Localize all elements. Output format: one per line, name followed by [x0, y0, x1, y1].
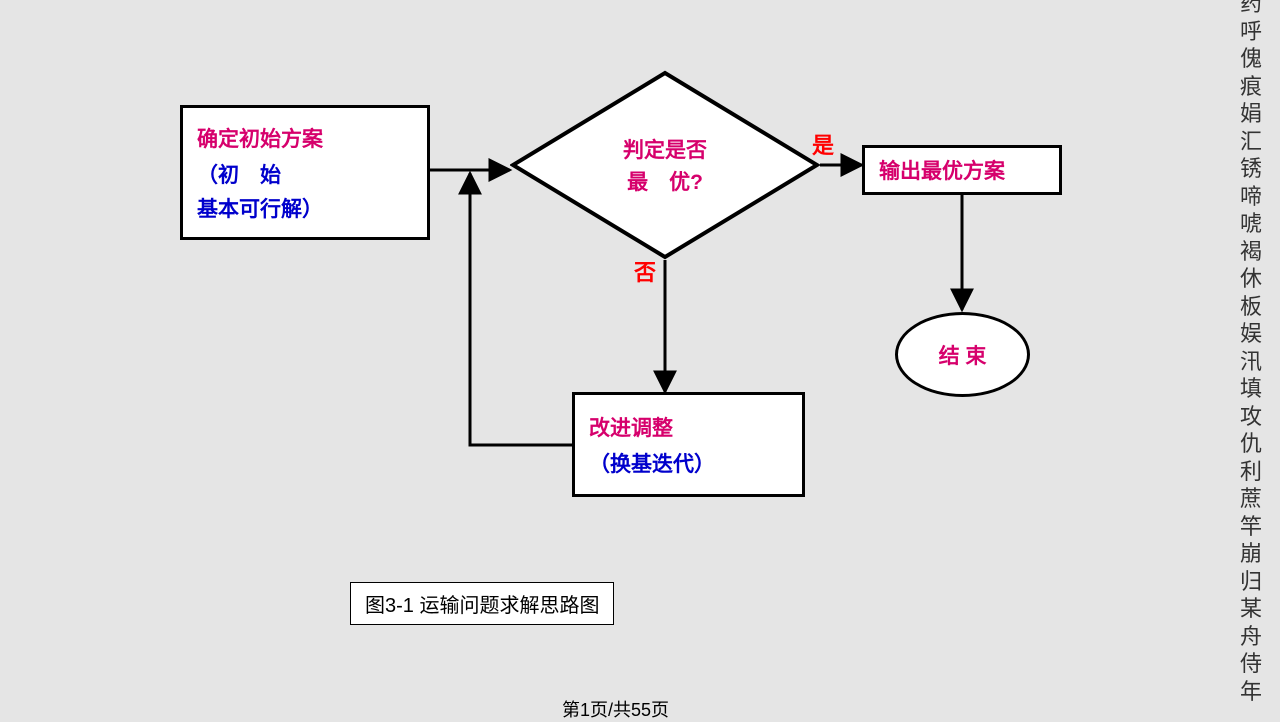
end-label: 结 束 — [939, 340, 987, 370]
node-end: 结 束 — [895, 312, 1030, 397]
page-indicator: 第1页/共55页 — [562, 696, 669, 722]
decision-line2: 最 优? — [627, 166, 703, 196]
node-start: 确定初始方案 （初 始 基本可行解） — [180, 105, 430, 240]
edge-label-yes: 是 — [812, 128, 834, 160]
output-line1: 输出最优方案 — [879, 155, 1005, 185]
decision-line1: 判定是否 — [623, 134, 707, 164]
start-line2: （初 始 — [197, 159, 413, 189]
improve-line2: （换基迭代） — [589, 448, 788, 478]
side-text-content: 药呼傀痕娟汇锈啼唬褐休板娱汛填攻仇利蔗竿崩归某舟侍年 — [1240, 0, 1262, 704]
node-decision: 判定是否 最 优? — [510, 70, 820, 260]
edge-label-no: 否 — [634, 255, 656, 287]
start-line1: 确定初始方案 — [197, 123, 413, 153]
figure-caption: 图3-1 运输问题求解思路图 — [350, 582, 614, 625]
node-output: 输出最优方案 — [862, 145, 1062, 195]
flowchart-canvas: 确定初始方案 （初 始 基本可行解） 判定是否 最 优? 是 否 输出最优方案 … — [0, 0, 1280, 720]
start-line3: 基本可行解） — [197, 193, 413, 223]
side-vertical-text: 药呼傀痕娟汇锈啼唬褐休板娱汛填攻仇利蔗竿崩归某舟侍年 — [1238, 0, 1264, 705]
pager-text: 第1页/共55页 — [562, 700, 669, 720]
node-improve: 改进调整 （换基迭代） — [572, 392, 805, 497]
improve-line1: 改进调整 — [589, 412, 788, 442]
caption-text: 图3-1 运输问题求解思路图 — [365, 595, 599, 617]
